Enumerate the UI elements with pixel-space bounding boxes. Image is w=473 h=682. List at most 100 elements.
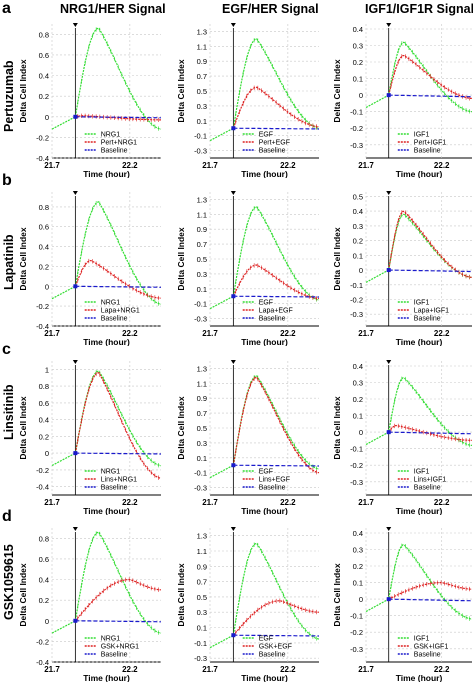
treatment-point-marker — [231, 633, 236, 638]
treatment-marker-arrow — [230, 23, 236, 27]
y-tick-label: -0.3 — [194, 147, 207, 156]
y-axis-label: Delta Cell Index — [332, 563, 342, 627]
y-tick-label: 0.3 — [353, 222, 363, 231]
y-tick-label: 0.9 — [197, 562, 207, 571]
x-tick-label: 21.7 — [202, 161, 218, 170]
y-tick-label: -0.1 — [194, 469, 207, 478]
x-axis-label: Time (hour) — [241, 169, 288, 178]
legend-label: Baseline — [259, 316, 286, 323]
x-tick-label: 21.7 — [202, 329, 218, 338]
y-tick-label: 0.2 — [353, 237, 363, 246]
chart-b2-lapatinib-egf: -0.3 -0.1 0.1 0.3 0.5 0.7 0.9 1.1 1.3 21.7 22.2Tim… — [176, 191, 320, 346]
y-tick-label: -0.3 — [350, 478, 363, 487]
legend-label: Baseline — [259, 148, 286, 155]
y-tick-label: 0.6 — [39, 51, 49, 60]
legend-label: Baseline — [259, 485, 286, 492]
x-axis-label: Time (hour) — [241, 673, 288, 682]
treatment-marker-arrow — [386, 360, 392, 364]
baseline-series — [233, 127, 319, 130]
y-axis-label: Delta Cell Index — [332, 227, 342, 291]
growth-factor-series — [209, 542, 320, 649]
legend-label: Pert+IGF1 — [414, 140, 447, 147]
y-tick-label: 0.1 — [197, 624, 207, 633]
y-tick-label: 1.3 — [197, 195, 207, 204]
panel-letter-b: b — [2, 172, 12, 189]
treated-series — [388, 54, 472, 100]
treatment-marker-arrow — [72, 191, 78, 195]
y-tick-label: 0 — [45, 617, 49, 626]
y-tick-label: -0.1 — [350, 612, 363, 621]
row-label-pertuzumab: Pertuzumab — [2, 60, 16, 132]
treatment-marker-arrow — [230, 360, 236, 364]
y-tick-label: -0.4 — [36, 322, 49, 331]
y-tick-label: -0.2 — [350, 124, 363, 133]
x-tick-label: 21.7 — [358, 665, 374, 674]
treatment-point-marker — [231, 294, 236, 299]
y-axis-label: Delta Cell Index — [332, 59, 342, 123]
growth-factor-series — [51, 370, 162, 467]
treated-series — [388, 581, 472, 600]
x-tick-label: 21.7 — [44, 498, 60, 507]
y-tick-label: 0 — [45, 113, 49, 122]
y-tick-label: -0.2 — [36, 133, 49, 142]
legend-label: Lapa+EGF — [259, 308, 293, 315]
column-header-nrg1: NRG1/HER Signal — [60, 2, 166, 16]
y-tick-label: -0.1 — [350, 108, 363, 117]
y-tick-label: 0.3 — [197, 102, 207, 111]
y-tick-label: 0 — [359, 91, 363, 100]
y-tick-label: -0.2 — [36, 302, 49, 311]
x-tick-label: 22.2 — [122, 498, 138, 507]
x-axis-label: Time (hour) — [241, 506, 288, 515]
y-tick-label: 0.1 — [197, 285, 207, 294]
y-tick-label: 0.4 — [39, 416, 49, 425]
legend-label: IGF1 — [414, 636, 430, 643]
growth-factor-series — [365, 41, 473, 113]
y-tick-label: 0.1 — [353, 412, 363, 421]
y-axis-label: Delta Cell Index — [18, 227, 28, 291]
y-tick-label: 0.8 — [39, 534, 49, 543]
y-tick-label: -0.3 — [194, 654, 207, 663]
legend-label: Lins+EGF — [259, 477, 290, 484]
growth-factor-series — [209, 206, 320, 310]
treatment-marker-arrow — [386, 23, 392, 27]
y-tick-label: 0.6 — [39, 399, 49, 408]
y-tick-label: 0.7 — [197, 409, 207, 418]
baseline-series — [75, 620, 161, 623]
y-tick-label: 0.6 — [39, 555, 49, 564]
y-tick-label: 0.5 — [197, 593, 207, 602]
baseline-series — [75, 285, 161, 288]
y-tick-label: 1.1 — [197, 42, 207, 51]
chart-c2-linsitinib-egf: -0.3 -0.1 0.1 0.3 0.5 0.7 0.9 1.1 1.3 21.7 22.2Tim… — [176, 360, 320, 515]
y-tick-label: 0.3 — [353, 546, 363, 555]
y-tick-label: -0.4 — [36, 658, 49, 667]
y-tick-label: 0.1 — [353, 579, 363, 588]
legend-label: Lapa+IGF1 — [414, 308, 449, 315]
y-tick-label: 0.1 — [197, 454, 207, 463]
row-label-linsitinib: Linsitinib — [2, 384, 16, 440]
treated-series — [232, 264, 320, 300]
y-tick-label: 0.5 — [353, 192, 363, 201]
y-axis-label: Delta Cell Index — [18, 396, 28, 460]
treatment-point-marker — [386, 597, 391, 602]
y-tick-label: 0 — [359, 595, 363, 604]
treatment-marker-arrow — [386, 191, 392, 195]
y-tick-label: 0.8 — [39, 382, 49, 391]
x-tick-label: 21.7 — [44, 161, 60, 170]
treated-series — [232, 86, 319, 129]
y-tick-label: 0.9 — [197, 225, 207, 234]
legend-label: Baseline — [101, 316, 128, 323]
baseline-series — [233, 634, 319, 637]
legend-label: Baseline — [101, 148, 128, 155]
y-tick-label: 0.4 — [353, 25, 363, 34]
row-label-lapatinib: Lapatinib — [2, 234, 16, 290]
y-tick-label: 0.2 — [39, 596, 49, 605]
treatment-point-marker — [386, 93, 391, 98]
y-tick-label: 0.5 — [197, 87, 207, 96]
treated-series — [74, 372, 162, 479]
column-header-egf: EGF/HER Signal — [222, 2, 319, 16]
y-tick-label: 1 — [45, 365, 49, 374]
y-tick-label: 0.4 — [39, 72, 49, 81]
baseline-series — [388, 598, 472, 602]
